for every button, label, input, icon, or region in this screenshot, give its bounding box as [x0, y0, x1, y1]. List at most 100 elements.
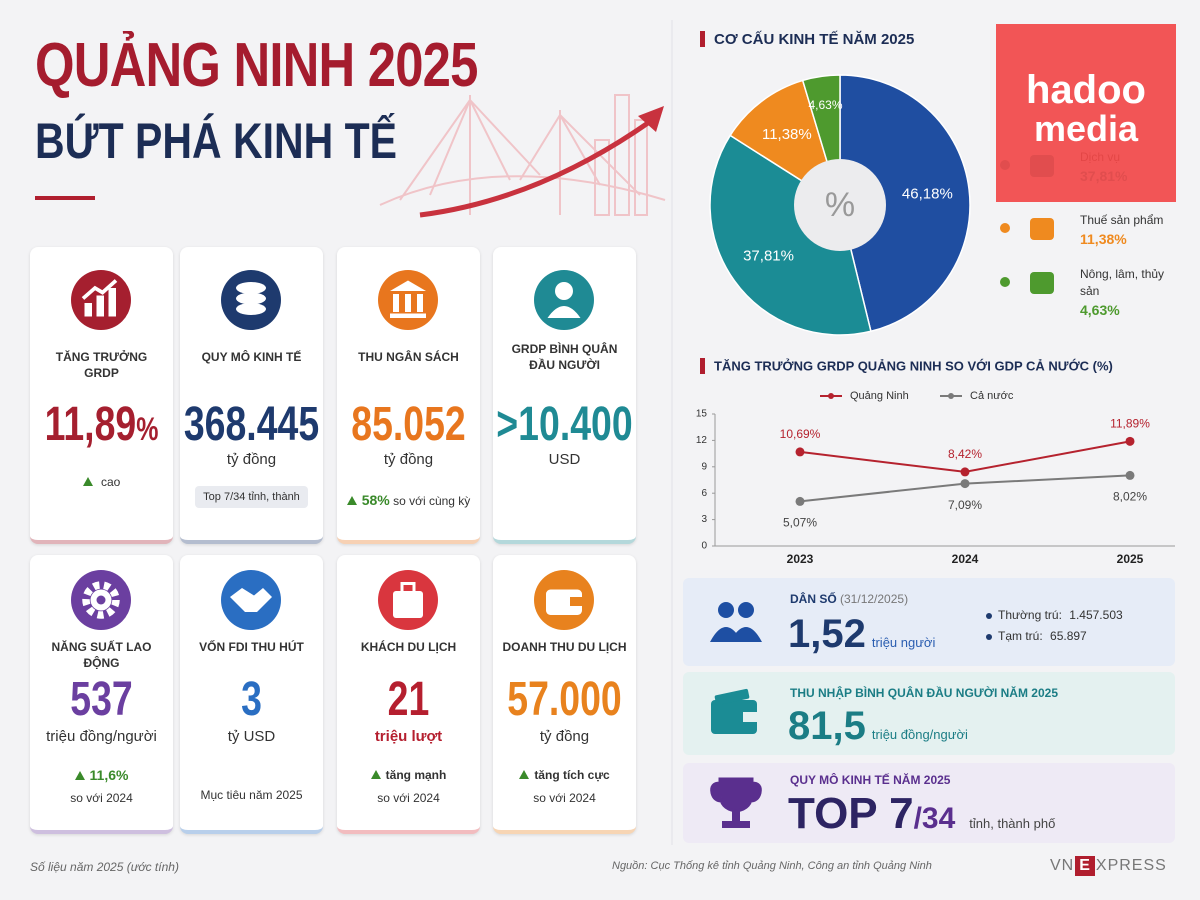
- note-text: Mục tiêu năm 2025: [200, 788, 303, 802]
- card-unit: tỷ đồng: [539, 728, 590, 745]
- point-label: 5,07%: [783, 516, 817, 530]
- note-strong: 11,6%: [89, 767, 129, 783]
- y-tick-label: 0: [701, 541, 707, 552]
- building: [634, 119, 648, 216]
- stat-card: THU NGÂN SÁCH 85.052 tỷ đồng 58% so với cùn…: [337, 247, 480, 544]
- population-panel: DÂN SỐ (31/12/2025) 1,52 triệu người Thường…: [683, 578, 1175, 666]
- note-text: so với cùng kỳ: [393, 494, 471, 508]
- series-point: [795, 447, 805, 457]
- card-value: >10.400: [493, 400, 636, 450]
- value-number: 3: [241, 673, 262, 726]
- card-icon: [221, 570, 281, 630]
- card-value: 11,89%: [30, 400, 173, 454]
- icon-shape: [96, 295, 104, 317]
- up-arrow: [346, 496, 357, 505]
- card-label: DOANH THU DU LỊCH: [502, 640, 627, 654]
- up-arrow: [74, 771, 85, 780]
- point-label: 10,69%: [780, 427, 821, 441]
- panel-value: 81,5 triệu đồng/người: [788, 704, 968, 749]
- legend-label: Cả nước: [970, 390, 1014, 402]
- icon-shape: [393, 591, 423, 618]
- stat-card: VỐN FDI THU HÚT 3 tỷ USD Mục tiêu năm 2025: [180, 555, 323, 834]
- value-number: 21: [387, 673, 430, 726]
- footer-note: Số liệu năm 2025 (ước tính): [30, 860, 179, 874]
- main-subtitle: BỨT PHÁ KINH TẾ: [35, 113, 398, 169]
- population-item: Tạm trú: 65.897: [986, 629, 1087, 643]
- y-tick-label: 3: [701, 514, 707, 525]
- panel-label: QUY MÔ KINH TẾ NĂM 2025: [790, 773, 951, 787]
- icon-shape: [722, 821, 750, 828]
- point-label: 7,09%: [948, 498, 982, 512]
- icon-shape: [718, 602, 734, 618]
- value-number: 57.000: [507, 673, 622, 726]
- label-date: (31/12/2025): [840, 592, 909, 606]
- series-point: [960, 467, 970, 477]
- legend-value: 4,63%: [1080, 302, 1120, 318]
- card-label: GRDP BÌNH QUÂN ĐẦU NGƯỜI: [511, 342, 618, 372]
- legend-marker: [828, 393, 834, 399]
- y-tick-label: 6: [701, 488, 707, 499]
- icon-shape: [108, 288, 116, 317]
- card-note: cao: [30, 473, 173, 491]
- watermark: hadoo media: [996, 24, 1176, 202]
- income-panel: THU NHẬP BÌNH QUÂN ĐẦU NGƯỜI NĂM 2025 81,…: [683, 672, 1175, 755]
- item-value: 1.457.503: [1069, 608, 1123, 622]
- value-number: TOP 7: [788, 789, 914, 838]
- pie-center-label: %: [825, 186, 855, 224]
- legend-name: Nông, lâm, thủy sản: [1080, 267, 1165, 298]
- slice-label: 46,18%: [902, 185, 953, 202]
- legend-value: 11,38%: [1080, 231, 1127, 247]
- note-strong: tăng tích cực: [534, 768, 610, 782]
- icon-shape: [82, 581, 120, 619]
- card-label: NĂNG SUẤT LAO ĐỘNG: [51, 640, 152, 670]
- card-unit: tỷ đồng: [383, 451, 434, 468]
- watermark-line: hadoo: [1026, 68, 1146, 112]
- chart-title: TĂNG TRƯỞNG GRDP QUẢNG NINH SO VỚI GDP C…: [714, 358, 1113, 373]
- logo-part: VN: [1050, 857, 1075, 874]
- note-strong: tăng mạnh: [385, 768, 447, 782]
- legend-icon: [1030, 272, 1054, 294]
- main-title: QUẢNG NINH 2025: [35, 31, 478, 100]
- legend-label: Quảng Ninh: [850, 390, 909, 402]
- bullet: [986, 612, 992, 619]
- x-tick-label: 2024: [952, 552, 979, 566]
- card-badge-row: Top 7/34 tỉnh, thành: [180, 486, 323, 508]
- bullet: [986, 633, 992, 640]
- stat-card: QUY MÔ KINH TẾ 368.445 tỷ đồng Top 7/34 tỉn…: [180, 247, 323, 544]
- building: [594, 139, 610, 216]
- card-note: tăng mạnh: [337, 766, 480, 784]
- item-label: Tạm trú:: [998, 629, 1043, 643]
- value-total: /34: [913, 802, 956, 835]
- icon-shape: [236, 282, 266, 294]
- watermark-line: media: [1033, 108, 1139, 149]
- card-unit: tỷ USD: [227, 728, 276, 745]
- pie-hole: [794, 159, 886, 251]
- y-tick-label: 12: [696, 435, 708, 446]
- series-point: [960, 479, 970, 489]
- card-unit: USD: [548, 451, 581, 468]
- y-tick-label: 9: [701, 461, 707, 472]
- icon-shape: [236, 303, 266, 315]
- slice-label: 37,81%: [743, 247, 794, 264]
- icon-shape: [732, 811, 740, 821]
- card-icon: [534, 270, 594, 330]
- card-icon: [534, 570, 594, 630]
- panel-value: TOP 7/34 tỉnh, thành phố: [788, 789, 1055, 839]
- bridge-decoration: [379, 94, 666, 216]
- card-icon: [378, 570, 438, 630]
- up-arrow: [519, 770, 530, 779]
- icon-shape: [714, 688, 750, 706]
- title-underline: [35, 196, 95, 200]
- panel-icon: [710, 777, 762, 828]
- series-point: [1125, 470, 1135, 480]
- note-text: cao: [100, 475, 121, 489]
- panel-icon: [711, 688, 757, 734]
- legend-entry: Nông, lâm, thủy sản 4,63%: [1080, 266, 1170, 319]
- up-arrow: [82, 477, 93, 486]
- slice-label: 4,63%: [808, 98, 842, 112]
- point-label: 11,89%: [1110, 417, 1150, 431]
- card-unit: triệu lượt: [374, 728, 443, 745]
- icon-shape: [710, 627, 762, 642]
- item-value: 65.897: [1050, 629, 1087, 643]
